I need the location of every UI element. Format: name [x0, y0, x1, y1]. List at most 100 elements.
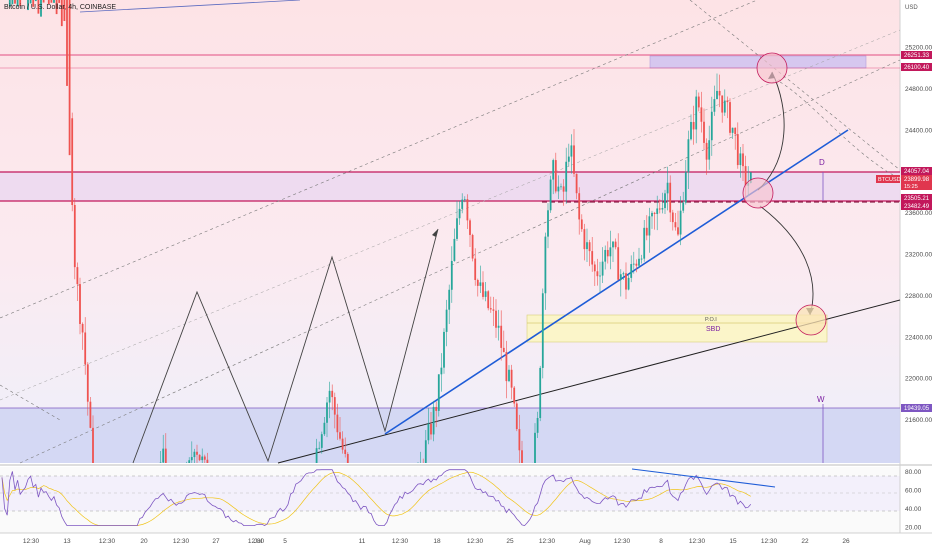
time-tick-label: 27 — [212, 538, 220, 545]
candle-body — [469, 220, 471, 235]
candle-body — [92, 427, 94, 463]
candle-body — [73, 205, 76, 268]
candle-body — [596, 271, 599, 277]
candle-body — [684, 172, 687, 203]
candle-body — [653, 212, 656, 215]
candle-body — [482, 282, 484, 297]
candle-body — [79, 284, 81, 324]
candle-body — [328, 390, 331, 403]
candle-body — [463, 199, 466, 200]
price-tick-label: 22800.00 — [905, 293, 932, 300]
candle-body — [557, 186, 560, 192]
price-tick-label: 23600.00 — [905, 210, 932, 217]
channel-dash-lower — [19, 59, 901, 464]
candle-body — [583, 229, 586, 250]
candle-body — [502, 347, 505, 353]
candle-body — [68, 0, 71, 156]
candle-body — [60, 0, 63, 27]
chart-title: Bitcoin / U.S. Dollar, 4h, COINBASE — [4, 4, 117, 11]
poi-zone — [526, 314, 828, 343]
candle-body — [575, 173, 578, 194]
candle-body — [692, 121, 695, 130]
candle-body — [567, 156, 570, 162]
time-tick-label: 12:30 — [248, 538, 265, 545]
candle-body — [188, 460, 191, 463]
target-circle-mid — [742, 177, 774, 209]
time-tick-label: 12:30 — [539, 538, 556, 545]
candle-body — [705, 142, 708, 160]
candle-body — [203, 456, 206, 460]
candle-body — [53, 0, 55, 3]
candle-body — [34, 0, 37, 2]
candle-body — [489, 308, 492, 310]
price-label-badge — [901, 404, 932, 412]
candle-body — [458, 208, 461, 219]
candle-body — [573, 145, 575, 174]
candle-body — [635, 263, 638, 266]
candle-body — [632, 263, 635, 265]
candle-body — [697, 96, 700, 108]
candle-body — [484, 291, 487, 297]
candle-body — [333, 397, 336, 415]
candle-body — [11, 0, 14, 5]
price-label-badge — [901, 63, 932, 71]
time-tick-label: 12:30 — [467, 538, 484, 545]
price-tick-label: 24800.00 — [905, 86, 932, 93]
candle-body — [549, 179, 552, 211]
price-label-badge — [901, 202, 932, 210]
axis-labels: 21600.00 22000.00 22400.00 22800.00 23200.00… — [23, 45, 932, 545]
price-label-badge — [901, 51, 932, 59]
rsi-tick-label: 40.00 — [905, 506, 922, 513]
candle-body — [453, 238, 456, 261]
candle-body — [456, 218, 458, 239]
candle-body — [640, 258, 643, 260]
time-tick-label: 22 — [801, 538, 809, 545]
candle-body — [466, 199, 469, 221]
candle-body — [318, 447, 321, 449]
candle-body — [562, 186, 565, 192]
candle-body — [723, 100, 726, 113]
candle-body — [66, 0, 68, 86]
candle-body — [479, 282, 482, 286]
candle-body — [40, 0, 42, 17]
candle-body — [648, 216, 651, 236]
candle-body — [339, 432, 341, 439]
candle-body — [29, 0, 32, 4]
candle-body — [50, 0, 53, 3]
candle-body — [331, 390, 334, 398]
candle-body — [630, 264, 633, 278]
time-tick-label: 12:30 — [23, 538, 40, 545]
candle-body — [320, 434, 323, 448]
candle-body — [664, 193, 666, 209]
candle-body — [487, 291, 490, 309]
candle-body — [14, 0, 16, 4]
candle-body — [474, 258, 477, 280]
price-label-value: 26251.33 — [904, 53, 930, 59]
candle-body — [440, 367, 443, 375]
candle-body — [515, 403, 518, 430]
candle-body — [578, 193, 581, 220]
candle-body — [687, 139, 690, 173]
candle-body — [645, 227, 648, 236]
candle-body — [84, 332, 87, 365]
candle-body — [716, 90, 718, 100]
rsi-tick-label: 80.00 — [905, 469, 922, 476]
price-label-value: 26100.40 — [904, 65, 930, 71]
candle-body — [721, 95, 724, 113]
candle-body — [344, 449, 347, 454]
candle-body — [710, 111, 713, 141]
plot-background — [0, 0, 900, 463]
time-tick-label: 26 — [842, 538, 850, 545]
candle-body — [671, 212, 674, 223]
candle-body — [461, 199, 464, 209]
candle-body — [510, 369, 513, 388]
price-label-badge — [901, 194, 932, 202]
candle-body — [16, 0, 19, 7]
candle-body — [448, 289, 451, 310]
candle-body — [346, 453, 349, 463]
time-tick-label: 18 — [433, 538, 441, 545]
candle-body — [47, 0, 50, 5]
candle-body — [658, 208, 661, 210]
